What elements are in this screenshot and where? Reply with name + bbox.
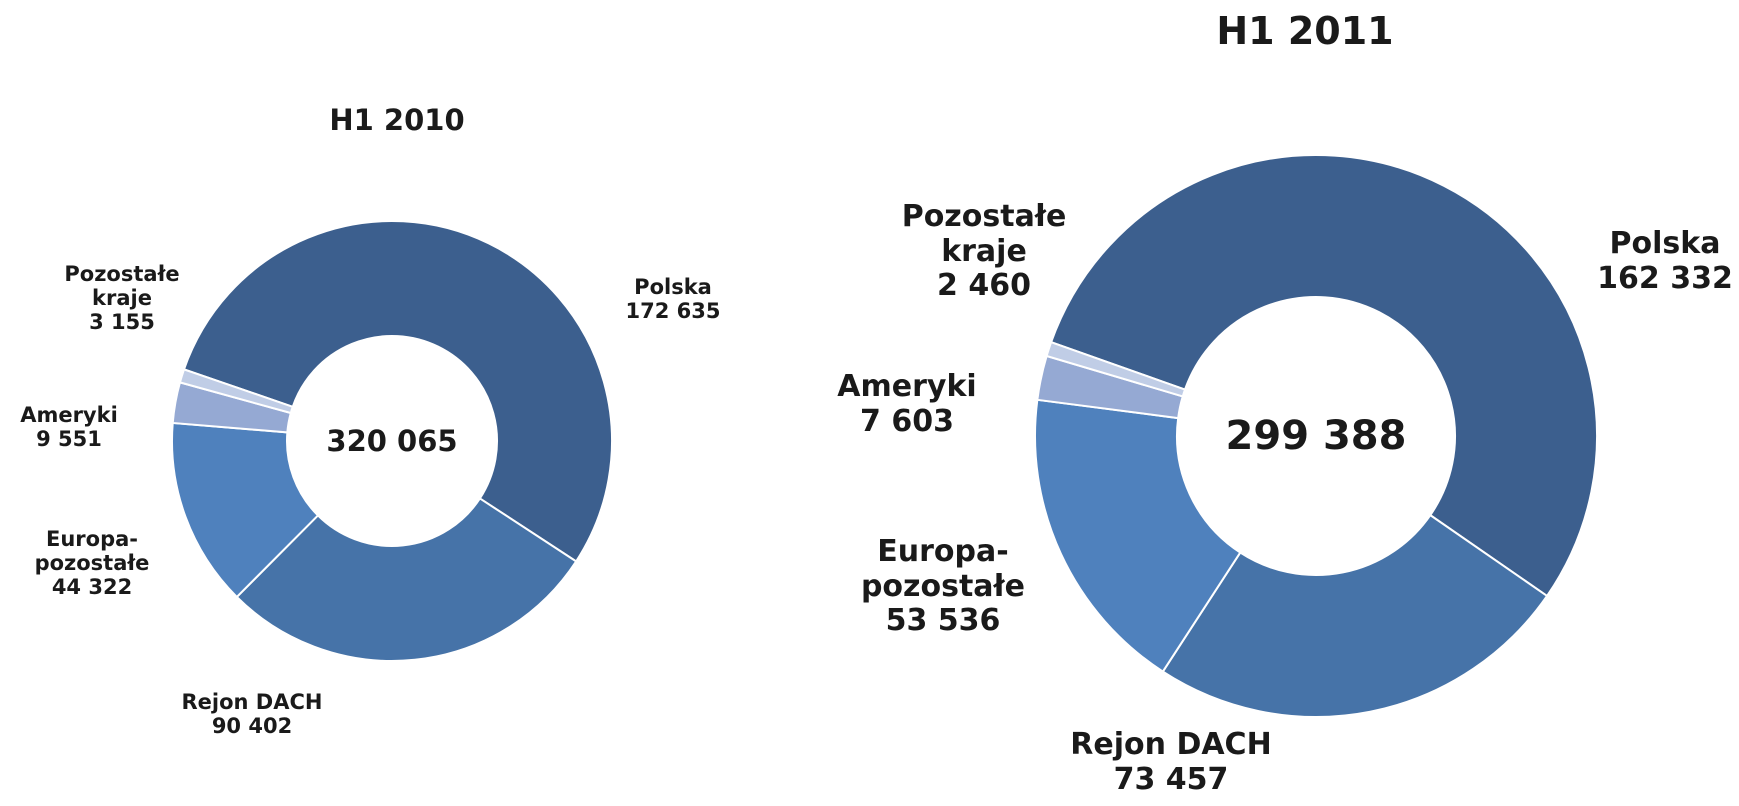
value-label: 9 551	[36, 427, 102, 452]
chart-title: H1 2010	[329, 103, 465, 137]
category-name: Polska	[1609, 226, 1721, 261]
center-total: 299 388	[1225, 413, 1407, 459]
category-name: Rejon DACH	[1070, 727, 1272, 762]
value-label: 162 332	[1597, 260, 1733, 296]
slice-label: Polska 162 332	[1565, 226, 1739, 296]
category-name: Polska	[634, 275, 712, 299]
category-name: Ameryki	[837, 369, 977, 404]
center-total: 320 065	[326, 424, 458, 458]
slice-label: Polska 172 635	[573, 275, 773, 323]
slice-label: Ameryki 9 551	[9, 403, 129, 451]
value-label: 73 457	[1113, 761, 1229, 797]
slice-label: Rejon DACH 90 402	[152, 690, 352, 738]
category-name: Europa-pozostałe	[34, 527, 150, 576]
category-name: Pozostałe kraje	[64, 262, 180, 311]
value-label: 90 402	[211, 714, 293, 739]
slice-label: Ameryki 7 603	[817, 369, 997, 439]
chart-title: H1 2011	[1216, 9, 1394, 53]
slice	[235, 497, 578, 662]
value-label: 3 155	[89, 310, 155, 335]
slice	[1034, 398, 1242, 673]
slice-label: Rejon DACH 73 457	[1041, 727, 1301, 797]
slice-label: Pozostałe kraje 2 460	[894, 199, 1074, 304]
value-label: 172 635	[625, 299, 721, 324]
slice	[1161, 513, 1549, 718]
slice	[182, 220, 613, 563]
slice	[171, 421, 320, 599]
category-name: Europa-pozostałe	[860, 534, 1026, 604]
value-label: 2 460	[937, 268, 1031, 303]
category-name: Pozostałe kraje	[901, 199, 1067, 269]
slice	[1049, 153, 1598, 598]
value-label: 44 322	[51, 575, 133, 600]
slice	[178, 368, 294, 415]
slice	[1045, 340, 1187, 398]
slice-label: Pozostałe kraje 3 155	[62, 262, 182, 334]
slice-label: Europa-pozostałe 53 536	[853, 534, 1033, 639]
category-name: Rejon DACH	[181, 690, 323, 714]
value-label: 7 603	[860, 403, 954, 439]
value-label: 53 536	[885, 603, 1001, 638]
category-name: Ameryki	[20, 403, 118, 427]
slice-label: Europa-pozostałe 44 322	[32, 527, 152, 599]
